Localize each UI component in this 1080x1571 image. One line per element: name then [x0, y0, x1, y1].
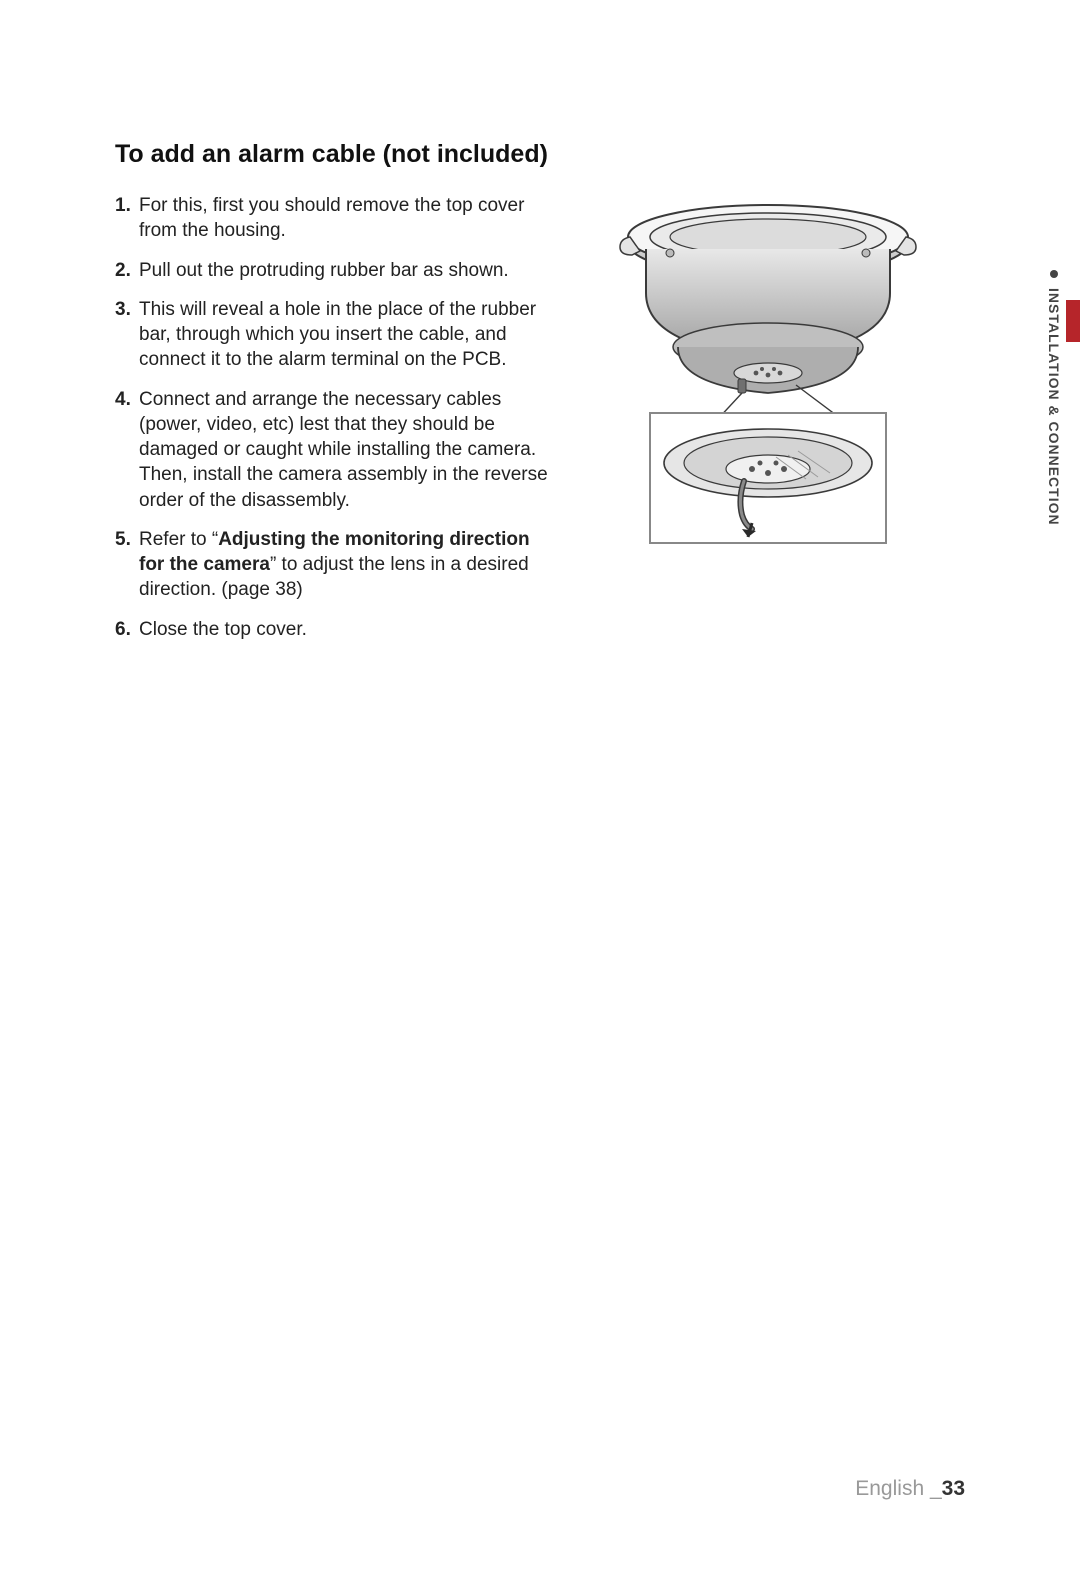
- step-item: This will reveal a hole in the place of …: [115, 297, 552, 373]
- side-tab-label: INSTALLATION & CONNECTION: [1046, 270, 1062, 526]
- section-heading: To add an alarm cable (not included): [115, 140, 965, 169]
- step-item: Pull out the protruding rubber bar as sh…: [115, 258, 552, 283]
- step-text: For this, first you should remove the to…: [139, 195, 524, 241]
- footer-page-number: 33: [942, 1477, 965, 1500]
- page-footer: English _33: [855, 1477, 965, 1501]
- steps-list: For this, first you should remove the to…: [115, 193, 552, 642]
- steps-column: For this, first you should remove the to…: [115, 193, 570, 656]
- step-item: Refer to “Adjusting the monitoring direc…: [115, 527, 552, 603]
- housing-diagram-icon: [608, 197, 928, 417]
- side-tab-text: INSTALLATION & CONNECTION: [1046, 288, 1062, 526]
- manual-page: To add an alarm cable (not included) For…: [0, 0, 1080, 1571]
- step-text: This will reveal a hole in the place of …: [139, 299, 536, 371]
- step-item: Connect and arrange the necessary cables…: [115, 387, 552, 513]
- footer-language: English _: [855, 1477, 941, 1500]
- content-row: For this, first you should remove the to…: [115, 193, 965, 656]
- step-item: Close the top cover.: [115, 617, 552, 642]
- step-text: Pull out the protruding rubber bar as sh…: [139, 260, 509, 281]
- step-text: Connect and arrange the necessary cables…: [139, 389, 548, 511]
- section-side-tab: INSTALLATION & CONNECTION: [1035, 260, 1080, 580]
- side-tab-marker: [1066, 300, 1080, 342]
- bullet-icon: [1050, 270, 1058, 278]
- figure-column: [570, 193, 965, 561]
- housing-inset-diagram-icon: [648, 411, 888, 561]
- step-item: For this, first you should remove the to…: [115, 193, 552, 244]
- step-text: Close the top cover.: [139, 619, 307, 640]
- step-text-pre: Refer to “: [139, 529, 218, 550]
